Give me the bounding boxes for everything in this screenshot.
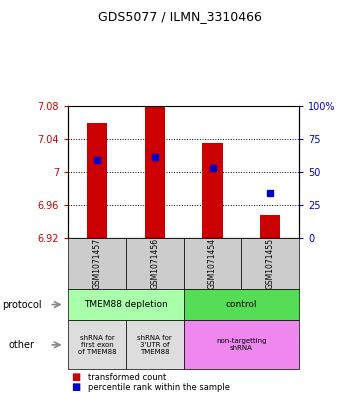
Bar — [144, 106, 165, 238]
Text: shRNA for
3'UTR of
TMEM88: shRNA for 3'UTR of TMEM88 — [137, 335, 172, 355]
Text: GSM1071456: GSM1071456 — [150, 238, 159, 289]
Text: transformed count: transformed count — [88, 373, 167, 382]
Text: TMEM88 depletion: TMEM88 depletion — [84, 300, 168, 309]
Text: ■: ■ — [71, 382, 81, 392]
Text: GSM1071457: GSM1071457 — [92, 238, 101, 289]
Text: percentile rank within the sample: percentile rank within the sample — [88, 383, 231, 391]
Text: protocol: protocol — [2, 299, 41, 310]
Bar — [260, 215, 280, 238]
Bar — [202, 143, 223, 238]
Text: ■: ■ — [71, 372, 81, 382]
Text: GSM1071454: GSM1071454 — [208, 238, 217, 289]
Bar — [87, 123, 107, 238]
Text: GSM1071455: GSM1071455 — [266, 238, 275, 289]
Text: other: other — [8, 340, 34, 350]
Text: control: control — [226, 300, 257, 309]
Text: GDS5077 / ILMN_3310466: GDS5077 / ILMN_3310466 — [98, 10, 262, 23]
Text: shRNA for
first exon
of TMEM88: shRNA for first exon of TMEM88 — [78, 335, 116, 355]
Text: non-targetting
shRNA: non-targetting shRNA — [216, 338, 267, 351]
